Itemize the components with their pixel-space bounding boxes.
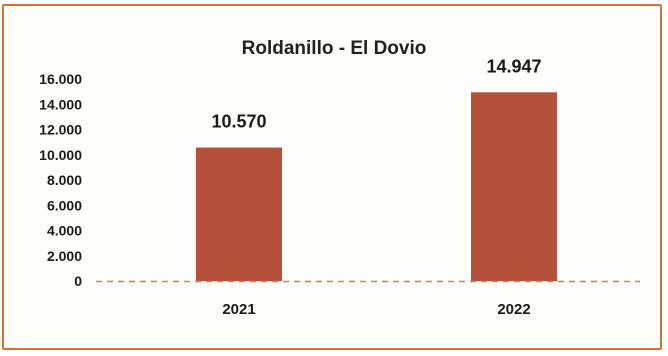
bars: 10.570 14.947 [196,56,557,281]
bar-2022 [471,92,557,281]
y-tick-label: 14.000 [39,96,82,112]
x-axis: 2021 2022 [96,280,640,318]
x-tick-label: 2022 [497,301,530,318]
data-label-2021: 10.570 [211,112,266,132]
chart-title: Roldanillo - El Dovio [242,38,427,59]
y-tick-label: 16.000 [39,71,82,87]
y-axis: 0 2.000 4.000 6.000 8.000 10.000 12.000 14.000 1… [39,71,82,289]
y-tick-label: 10.000 [39,147,82,163]
y-tick-label: 4.000 [47,223,82,239]
x-tick-label: 2021 [222,301,255,318]
bar-2021 [196,147,282,281]
y-tick-label: 8.000 [47,172,82,188]
y-tick-label: 0 [74,273,82,289]
y-tick-label: 12.000 [39,122,82,138]
y-tick-label: 6.000 [47,197,82,213]
y-tick-label: 2.000 [47,248,82,264]
data-label-2022: 14.947 [486,56,541,76]
